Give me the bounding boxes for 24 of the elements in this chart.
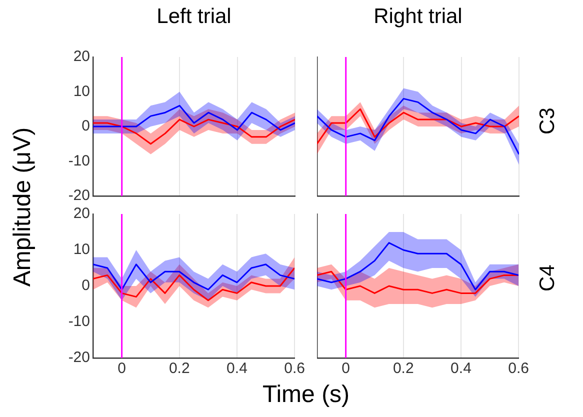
x-tick-label: 0 [118,360,126,378]
x-tick-label: 0.4 [450,360,472,378]
x-tick-label: 0.2 [168,360,190,378]
y-tick-label: 10 [73,241,90,258]
y2-axis-title: C4 [535,264,560,294]
y-tick-label: -20 [68,187,90,204]
y-tick-label: 0 [82,277,90,294]
y-axis-title: Amplitude (μV) [8,126,37,289]
y2-axis-title: C3 [535,106,560,136]
y-tick-label: 0 [82,118,90,135]
y-tick-label: -10 [68,152,90,170]
chart-title: Left trial [156,5,232,29]
x-tick-label: 0.4 [226,360,248,378]
x-tick-label: 0.6 [508,360,530,378]
y-tick-label: 20 [73,205,90,222]
y-tick-label: 20 [73,48,90,66]
x-tick-label: 0.2 [392,360,414,378]
x-axis-title: Time (s) [261,381,351,409]
x-tick-label: 0.6 [284,360,306,378]
chart-title: Right trial [372,5,464,29]
y-tick-label: 10 [73,82,90,100]
x-tick-label: 0 [342,360,350,378]
y-tick-label: -10 [68,313,90,330]
y-tick-label: -20 [68,349,90,366]
